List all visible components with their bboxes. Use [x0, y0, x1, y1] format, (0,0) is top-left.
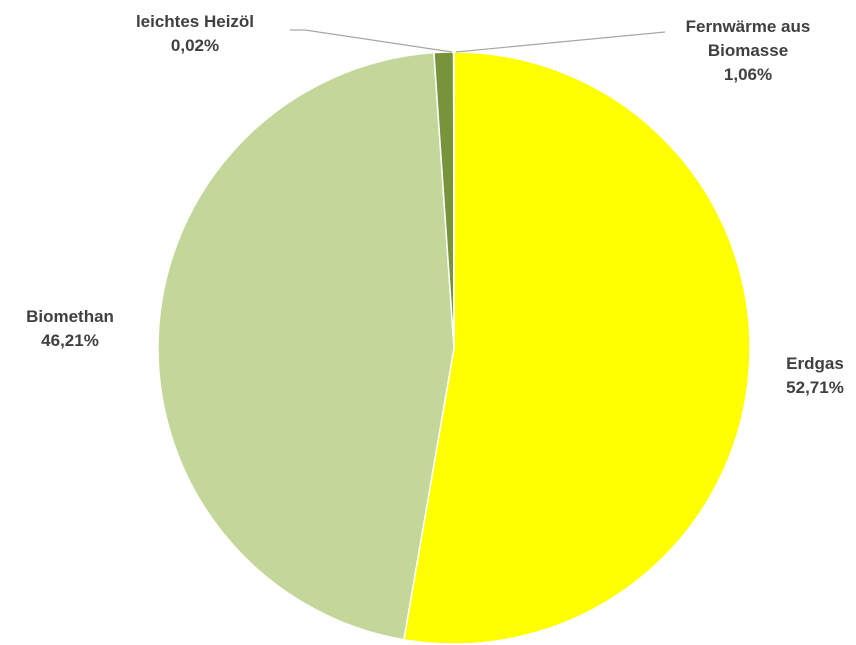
leader-line: [290, 29, 453, 53]
category-label: leichtes Heizöl: [135, 12, 255, 31]
category-label: Biomethan: [26, 307, 114, 326]
data-label: leichtes Heizöl 0,02%: [115, 10, 275, 58]
pie-slice: [157, 51, 455, 641]
data-label: Fernwärme aus Biomasse 1,06%: [663, 15, 833, 87]
category-label: Fernwärme aus Biomasse: [685, 17, 811, 60]
value-label: 46,21%: [41, 331, 99, 350]
leader-line: [455, 31, 666, 53]
value-label: 1,06%: [723, 65, 773, 84]
value-label: 52,71%: [786, 378, 844, 397]
category-label: Erdgas: [786, 354, 844, 373]
pie-slice: [402, 51, 751, 645]
value-label: 0,02%: [170, 36, 220, 55]
data-label: Biomethan 46,21%: [10, 305, 130, 353]
data-label: Erdgas 52,71%: [775, 352, 855, 400]
